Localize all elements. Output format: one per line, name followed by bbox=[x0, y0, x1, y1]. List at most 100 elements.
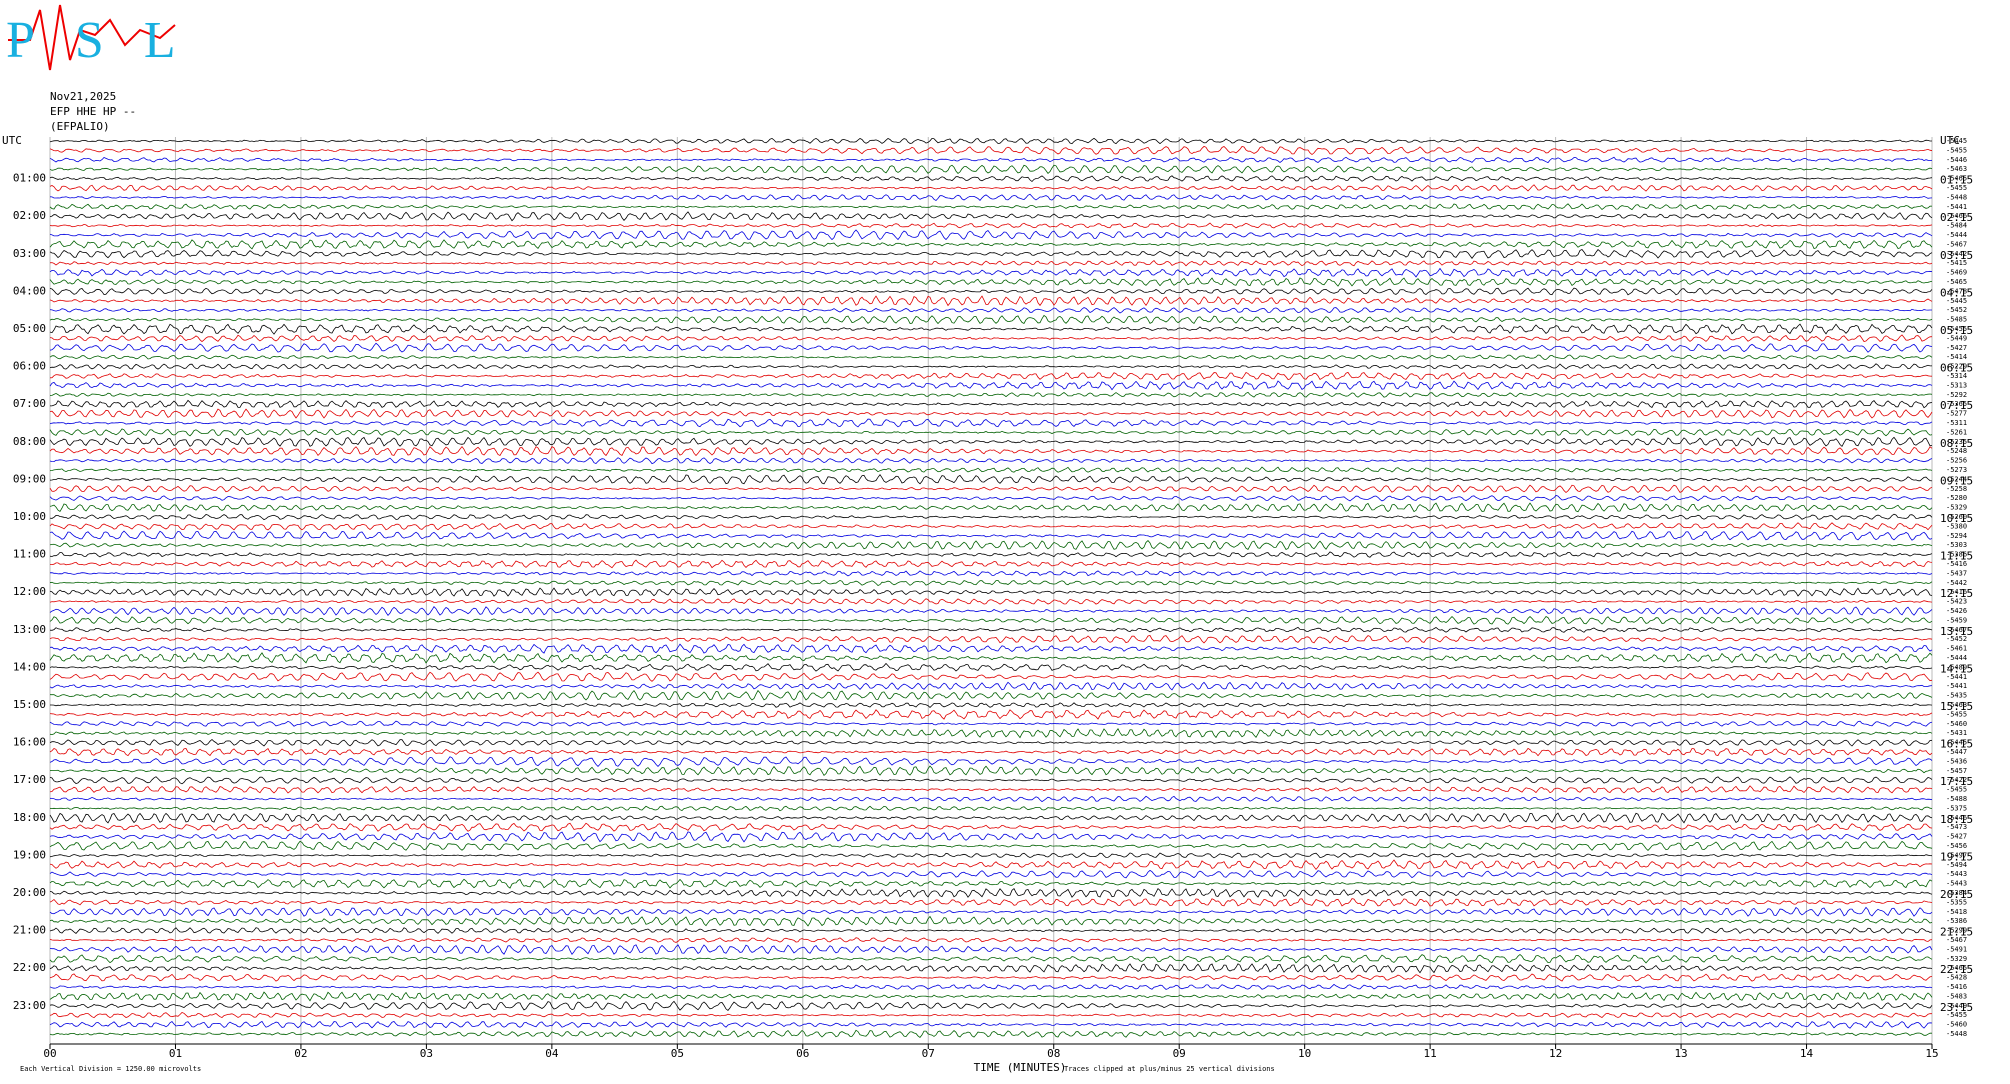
trace-offset: -5355 bbox=[1946, 898, 1967, 906]
trace-offset: -5414 bbox=[1946, 353, 1967, 361]
trace bbox=[49, 530, 1933, 541]
trace bbox=[49, 408, 1933, 419]
trace-offset: -5441 bbox=[1946, 673, 1967, 681]
trace-offset: -5449 bbox=[1946, 1002, 1967, 1010]
trace-offset: -5294 bbox=[1946, 532, 1967, 540]
trace bbox=[49, 239, 1933, 250]
trace-offset: -5446 bbox=[1946, 814, 1967, 822]
trace-offset: -5489 bbox=[1946, 663, 1967, 671]
trace-offset: -5375 bbox=[1946, 804, 1967, 812]
trace-offset: -5455 bbox=[1946, 786, 1967, 794]
trace bbox=[49, 287, 1933, 296]
trace-offset: -5386 bbox=[1946, 917, 1967, 925]
right-time-label: 12:15 bbox=[1940, 587, 1973, 600]
trace bbox=[49, 822, 1933, 832]
trace-offset: -5467 bbox=[1946, 240, 1967, 248]
trace-offset: -5452 bbox=[1946, 306, 1967, 314]
trace-offset: -5244 bbox=[1946, 475, 1967, 483]
trace bbox=[49, 342, 1933, 353]
trace bbox=[49, 587, 1933, 597]
trace-offset: -5441 bbox=[1946, 203, 1967, 211]
left-time-label: 09:00 bbox=[13, 472, 46, 485]
right-time-label: 23:15 bbox=[1940, 1001, 1973, 1014]
left-time-label: 13:00 bbox=[13, 623, 46, 636]
trace-offset: -5463 bbox=[1946, 701, 1967, 709]
trace-offset: -5277 bbox=[1946, 410, 1967, 418]
trace bbox=[49, 635, 1933, 644]
trace bbox=[49, 831, 1933, 843]
trace-offset: -5416 bbox=[1946, 560, 1967, 568]
right-time-label: 05:15 bbox=[1940, 324, 1973, 337]
trace-offset: -5435 bbox=[1946, 692, 1967, 700]
trace-offset: -5426 bbox=[1946, 607, 1967, 615]
trace-offset: -5229 bbox=[1946, 363, 1967, 371]
trace bbox=[49, 457, 1933, 465]
trace bbox=[49, 307, 1932, 314]
trace bbox=[49, 522, 1933, 531]
left-time-label: 16:00 bbox=[13, 736, 46, 749]
trace-offset: -5384 bbox=[1946, 889, 1967, 897]
right-time-label: 10:15 bbox=[1940, 512, 1973, 525]
trace-offset: -5273 bbox=[1946, 466, 1967, 474]
left-time-label: 12:00 bbox=[13, 585, 46, 598]
trace-offset: -5422 bbox=[1946, 776, 1967, 784]
trace bbox=[49, 513, 1933, 521]
x-tick-label: 15 bbox=[1925, 1047, 1938, 1060]
trace-offset: -5256 bbox=[1946, 457, 1967, 465]
trace bbox=[49, 334, 1933, 343]
trace bbox=[49, 953, 1933, 964]
trace bbox=[49, 859, 1933, 871]
right-time-label: 06:15 bbox=[1940, 362, 1973, 375]
x-tick-label: 09 bbox=[1173, 1047, 1186, 1060]
x-tick-label: 04 bbox=[545, 1047, 559, 1060]
left-time-label: 23:00 bbox=[13, 999, 46, 1012]
x-tick-label: 05 bbox=[671, 1047, 684, 1060]
trace-offset: -5313 bbox=[1946, 381, 1967, 389]
trace-offset: -5444 bbox=[1946, 654, 1967, 662]
trace-offset: -5485 bbox=[1946, 316, 1967, 324]
trace bbox=[49, 277, 1933, 287]
right-time-label: 20:15 bbox=[1940, 888, 1973, 901]
trace bbox=[49, 709, 1933, 720]
left-time-label: 03:00 bbox=[13, 247, 46, 260]
trace-offset: -5258 bbox=[1946, 485, 1967, 493]
trace bbox=[50, 702, 1933, 708]
left-time-label: 04:00 bbox=[13, 284, 46, 297]
trace-offset: -5445 bbox=[1946, 739, 1967, 747]
trace bbox=[49, 991, 1933, 1002]
logo: PSL bbox=[6, 4, 176, 71]
trace bbox=[49, 570, 1933, 577]
trace bbox=[49, 295, 1933, 307]
right-time-label: 19:15 bbox=[1940, 850, 1973, 863]
trace bbox=[49, 267, 1933, 278]
trace bbox=[50, 399, 1933, 409]
left-time-label: 06:00 bbox=[13, 360, 46, 373]
trace-offset: -5427 bbox=[1946, 833, 1967, 841]
trace-offset: -5465 bbox=[1946, 964, 1967, 972]
trace bbox=[49, 795, 1933, 803]
left-time-label: 19:00 bbox=[13, 848, 46, 861]
trace bbox=[49, 643, 1933, 654]
trace bbox=[49, 314, 1933, 325]
trace-offset: -5449 bbox=[1946, 334, 1967, 342]
trace-offset: -5443 bbox=[1946, 870, 1967, 878]
x-tick-label: 06 bbox=[796, 1047, 809, 1060]
trace-offset: -5494 bbox=[1946, 861, 1967, 869]
trace bbox=[49, 983, 1933, 991]
trace-offset: -5436 bbox=[1946, 757, 1967, 765]
left-time-label: 22:00 bbox=[13, 961, 46, 974]
scale-note: Each Vertical Division = 1250.00 microvo… bbox=[20, 1065, 201, 1073]
left-time-label: 08:00 bbox=[13, 435, 46, 448]
x-tick-label: 11 bbox=[1424, 1047, 1437, 1060]
right-time-label: 01:15 bbox=[1940, 174, 1973, 187]
trace-offset: -5491 bbox=[1946, 945, 1967, 953]
x-tick-label: 07 bbox=[922, 1047, 935, 1060]
trace-offset: -5443 bbox=[1946, 880, 1967, 888]
logo-wave bbox=[8, 4, 176, 71]
trace bbox=[49, 1020, 1933, 1029]
trace bbox=[49, 436, 1933, 448]
trace-offset: -5460 bbox=[1946, 720, 1967, 728]
trace bbox=[49, 1029, 1933, 1038]
trace-offset: -5442 bbox=[1946, 250, 1967, 258]
